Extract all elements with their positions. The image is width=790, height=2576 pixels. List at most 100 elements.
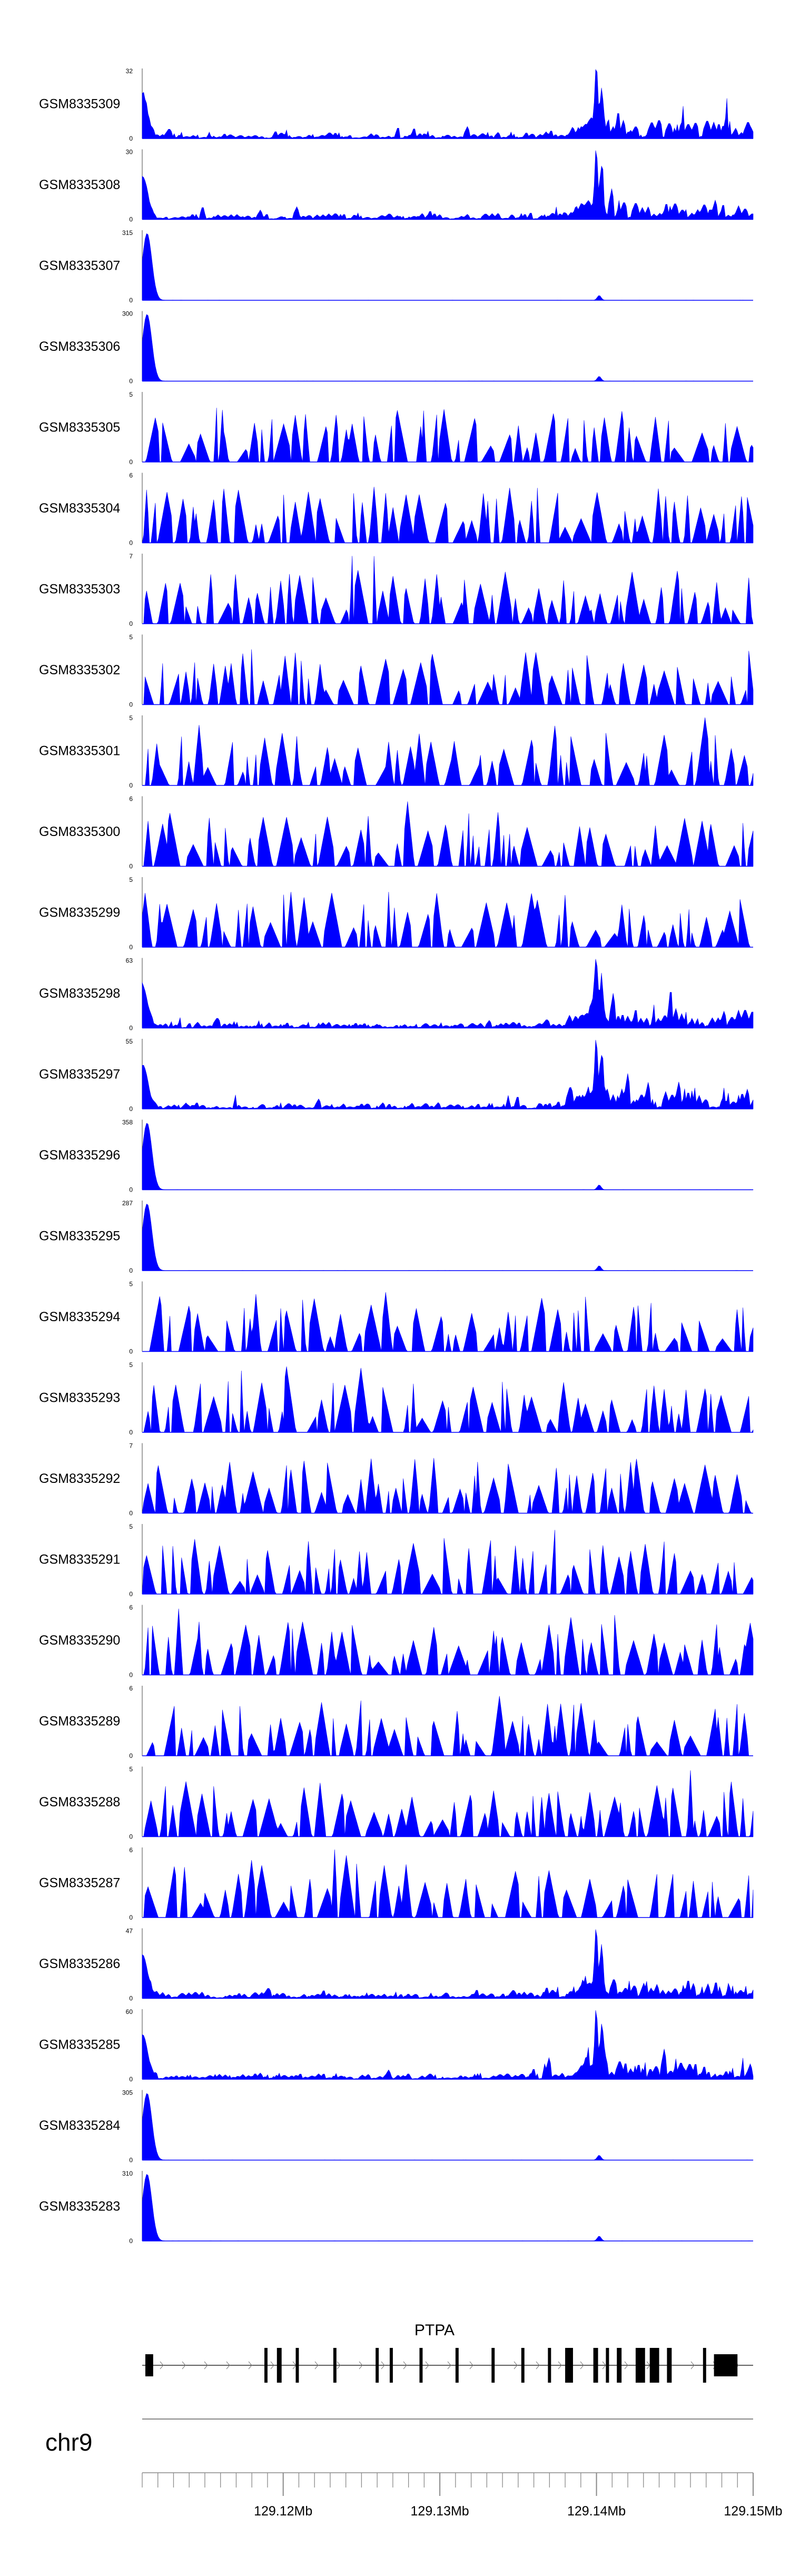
track-name: GSM8335299 <box>39 906 120 920</box>
gene-exon <box>649 2348 659 2383</box>
y-max-label: 6 <box>129 1846 133 1854</box>
track-name: GSM8335307 <box>39 259 120 273</box>
gene-exon <box>667 2348 672 2383</box>
signal-area <box>142 2010 754 2080</box>
gene-exon <box>703 2348 706 2383</box>
gene-exon <box>455 2348 459 2383</box>
signal-area <box>142 1770 754 1837</box>
strand-arrow <box>204 2361 208 2369</box>
track-GSM8335298: GSM8335298 63 0 <box>39 957 754 1032</box>
x-tick-label: 129.13Mb <box>411 2504 469 2519</box>
track-GSM8335299: GSM8335299 5 0 <box>39 876 753 951</box>
track-GSM8335303: GSM8335303 7 0 <box>39 553 754 627</box>
signal-area <box>142 1458 753 1514</box>
strand-arrow <box>514 2361 518 2369</box>
strand-arrow <box>469 2361 473 2369</box>
track-name: GSM8335303 <box>39 582 120 597</box>
y-max-label: 47 <box>126 1928 133 1935</box>
strand-arrow <box>160 2361 164 2369</box>
y-max-label: 55 <box>126 1038 133 1045</box>
y-min-label: 0 <box>129 2157 133 2164</box>
track-GSM8335287: GSM8335287 6 0 <box>39 1846 754 1921</box>
y-min-label: 0 <box>129 1025 133 1032</box>
y-max-label: 5 <box>129 634 133 641</box>
signal-area <box>142 1696 753 1757</box>
y-max-label: 5 <box>129 1281 133 1288</box>
track-name: GSM8335287 <box>39 1876 120 1891</box>
gene-exon <box>635 2348 645 2383</box>
track-name: GSM8335297 <box>39 1067 120 1082</box>
track-GSM8335300: GSM8335300 6 0 <box>39 795 754 870</box>
strand-arrow <box>314 2361 319 2369</box>
track-name: GSM8335308 <box>39 178 120 192</box>
strand-arrow <box>248 2361 252 2369</box>
signal-area <box>142 2174 754 2241</box>
y-min-label: 0 <box>129 1914 133 1921</box>
track-GSM8335294: GSM8335294 5 0 <box>39 1281 754 1355</box>
track-name: GSM8335295 <box>39 1229 120 1244</box>
y-min-label: 0 <box>129 216 133 223</box>
strand-arrow <box>580 2361 584 2369</box>
y-min-label: 0 <box>129 1833 133 1841</box>
y-min-label: 0 <box>129 863 133 870</box>
y-min-label: 0 <box>129 782 133 789</box>
track-name: GSM8335286 <box>39 1956 120 1971</box>
signal-area <box>142 1292 754 1352</box>
track-GSM8335292: GSM8335292 7 0 <box>39 1442 753 1517</box>
signal-area <box>142 556 754 624</box>
y-min-label: 0 <box>129 458 133 466</box>
track-GSM8335286: GSM8335286 47 0 <box>39 1928 754 2002</box>
signal-area <box>142 801 754 867</box>
y-max-label: 5 <box>129 391 133 398</box>
track-GSM8335289: GSM8335289 6 0 <box>39 1685 753 1759</box>
y-min-label: 0 <box>129 1429 133 1436</box>
y-max-label: 7 <box>129 553 133 560</box>
y-max-label: 6 <box>129 472 133 479</box>
y-max-label: 7 <box>129 1442 133 1450</box>
y-min-label: 0 <box>129 943 133 951</box>
y-min-label: 0 <box>129 1105 133 1113</box>
track-name: GSM8335288 <box>39 1795 120 1810</box>
signal-area <box>142 150 754 220</box>
track-name: GSM8335302 <box>39 663 120 677</box>
track-name: GSM8335298 <box>39 986 120 1001</box>
track-GSM8335285: GSM8335285 60 0 <box>39 2008 754 2083</box>
track-GSM8335308: GSM8335308 30 0 <box>39 149 754 223</box>
strand-arrow <box>182 2361 186 2369</box>
strand-arrow <box>403 2361 407 2369</box>
track-GSM8335304: GSM8335304 6 0 <box>39 472 754 547</box>
signal-area <box>142 68 754 139</box>
signal-area <box>142 1123 754 1190</box>
signal-area <box>142 233 754 301</box>
signal-area <box>142 1366 754 1433</box>
gene-exon <box>276 2348 282 2383</box>
strand-arrow <box>381 2361 385 2369</box>
y-min-label: 0 <box>129 2237 133 2245</box>
x-tick-label: 129.14Mb <box>567 2504 626 2519</box>
y-max-label: 6 <box>129 1685 133 1692</box>
y-min-label: 0 <box>129 1186 133 1194</box>
y-max-label: 5 <box>129 1361 133 1369</box>
y-min-label: 0 <box>129 701 133 709</box>
y-min-label: 0 <box>129 1267 133 1274</box>
genomic-axis: chr9 129.12Mb 129.13Mb 129.14Mb 129.15Mb <box>45 2418 783 2519</box>
y-max-label: 60 <box>126 2008 133 2015</box>
y-max-label: 5 <box>129 876 133 883</box>
y-max-label: 287 <box>122 1199 133 1207</box>
y-min-label: 0 <box>129 378 133 385</box>
track-name: GSM8335309 <box>39 97 120 112</box>
x-tick-label: 129.12Mb <box>254 2504 312 2519</box>
y-max-label: 30 <box>126 149 133 156</box>
y-min-label: 0 <box>129 1510 133 1517</box>
y-min-label: 0 <box>129 539 133 547</box>
signal-area <box>142 1039 754 1109</box>
y-min-label: 0 <box>129 135 133 142</box>
track-GSM8335309: GSM8335309 32 0 <box>39 67 754 142</box>
y-max-label: 5 <box>129 714 133 722</box>
signal-area <box>142 892 753 948</box>
track-name: GSM8335291 <box>39 1552 120 1567</box>
signal-tracks: GSM8335309320GSM8335308300GSM83353073150… <box>39 67 754 2245</box>
track-name: GSM8335292 <box>39 1471 120 1486</box>
y-min-label: 0 <box>129 297 133 304</box>
y-max-label: 358 <box>122 1119 133 1126</box>
